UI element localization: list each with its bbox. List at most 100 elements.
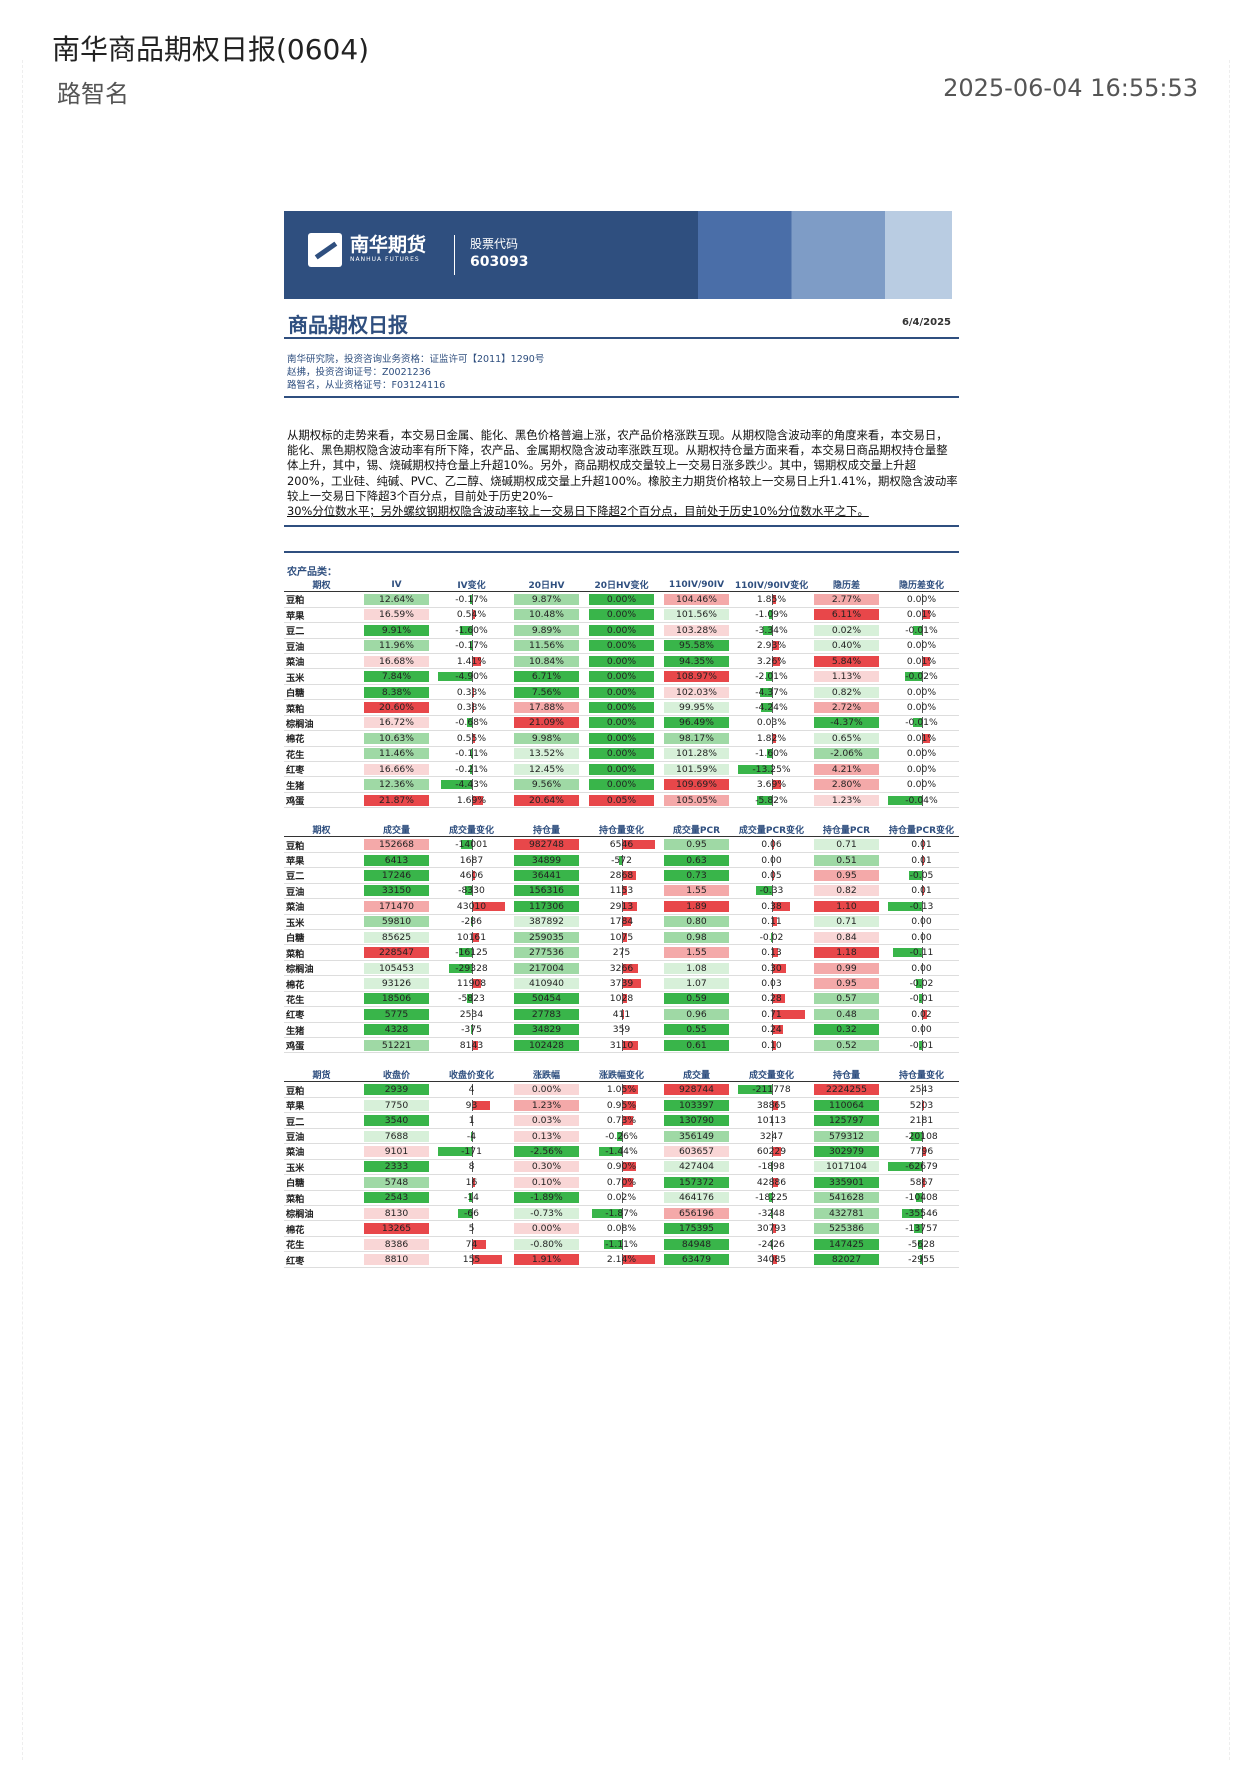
bar-cell: 0.73% xyxy=(588,1115,656,1127)
bar-value: 0.90% xyxy=(606,1161,637,1173)
bar-value: 1 xyxy=(468,1115,475,1127)
table-cell: 656196 xyxy=(659,1205,734,1222)
bar-cell: -2.01% xyxy=(738,671,806,683)
table-cell: 427404 xyxy=(659,1159,734,1176)
bar-cell: -286 xyxy=(438,916,506,928)
table-row: 菜油 16.68% 1.41% 10.84% 0.00% 94.35% 3.26% 5.84%… xyxy=(284,653,959,670)
bar-value: 2181 xyxy=(909,1115,934,1127)
row-name: 红枣 xyxy=(284,1251,359,1268)
table-cell: 0.02% xyxy=(584,1190,659,1206)
table-cell: 0.06 xyxy=(734,836,809,853)
heat-value: 0.05% xyxy=(589,794,654,806)
heat-value: 0.32 xyxy=(814,1024,879,1036)
column-header: 期权 xyxy=(284,823,359,838)
bar-axis xyxy=(921,794,923,806)
bar-axis xyxy=(471,885,473,897)
table-cell: 359 xyxy=(584,1022,659,1039)
bar-value: 155 xyxy=(462,1254,481,1265)
heat-value: 17.88% xyxy=(514,702,579,713)
data-bar xyxy=(771,1100,778,1110)
bar-axis xyxy=(771,1115,773,1127)
table-cell: -0.21% xyxy=(434,761,509,778)
row-name: 菜油 xyxy=(284,653,359,670)
heat-value: 525386 xyxy=(814,1223,879,1235)
data-bar xyxy=(592,1208,622,1218)
table-cell: -2955 xyxy=(884,1251,959,1268)
bar-axis xyxy=(471,794,473,806)
table-cell: 10.48% xyxy=(509,607,584,624)
bar-value: -0.01 xyxy=(909,993,934,1005)
bar-axis xyxy=(471,1238,473,1250)
table-cell: 16.59% xyxy=(359,607,434,624)
publish-time: 2025-06-04 16:55:53 xyxy=(943,74,1198,102)
bar-cell: 2543 xyxy=(888,1084,956,1096)
table-cell: 1.85% xyxy=(734,591,809,608)
table-cell: 102428 xyxy=(509,1037,584,1054)
table-cell: 0.13% xyxy=(509,1128,584,1145)
table-cell: 0.01% xyxy=(884,730,959,747)
table-cell: -0.11% xyxy=(434,746,509,763)
bar-value: 0.55% xyxy=(456,732,487,744)
bar-axis xyxy=(771,1192,773,1204)
bar-value: 1.85% xyxy=(756,593,787,605)
data-bar xyxy=(771,1255,777,1264)
table-row: 玉米 7.84% -4.90% 6.71% 0.00% 108.97% -2.01% 1.13… xyxy=(284,668,959,685)
bar-cell: 74 xyxy=(438,1238,506,1250)
table-row: 白糖 85625 10161 259035 1075 0.98 -0.02 0.84 0.00 xyxy=(284,929,959,946)
bar-cell: -0.17% xyxy=(438,640,506,652)
bar-axis xyxy=(771,593,773,605)
bar-cell: -1898 xyxy=(738,1161,806,1173)
table-cell: 1.23% xyxy=(809,792,884,809)
bar-cell: 42886 xyxy=(738,1176,806,1188)
bar-value: -16125 xyxy=(455,947,488,959)
table-cell: -4.37% xyxy=(809,715,884,732)
bar-cell: -0.17% xyxy=(438,593,506,605)
bar-cell: 0.00 xyxy=(888,916,956,928)
bar-cell: 5 xyxy=(438,1223,506,1235)
table-cell: 0.28 xyxy=(734,991,809,1008)
table-cell: -10408 xyxy=(884,1190,959,1206)
bar-value: 411 xyxy=(612,1008,631,1020)
bar-axis xyxy=(771,962,773,974)
column-header: 成交量 xyxy=(359,823,434,838)
bar-cell: 7796 xyxy=(888,1145,956,1157)
table-cell: -14001 xyxy=(434,836,509,853)
bar-axis xyxy=(921,779,923,791)
bar-cell: -0.01 xyxy=(888,1039,956,1051)
row-name: 棉花 xyxy=(284,1220,359,1237)
bar-value: -375 xyxy=(461,1024,482,1036)
table-cell: 0.82% xyxy=(809,684,884,701)
column-header: 持仓量变化 xyxy=(584,823,659,838)
row-name: 玉米 xyxy=(284,914,359,930)
bar-cell: -35546 xyxy=(888,1207,956,1219)
bar-axis xyxy=(771,1238,773,1250)
heat-value: 96.49% xyxy=(664,717,729,729)
bar-axis xyxy=(471,593,473,605)
bar-cell: -5823 xyxy=(438,993,506,1005)
bar-cell: -0.11% xyxy=(438,748,506,760)
table-cell: -13.25% xyxy=(734,761,809,778)
bar-axis xyxy=(621,978,623,989)
heat-value: 387892 xyxy=(514,916,579,928)
heat-value: 10.84% xyxy=(514,655,579,667)
heat-value: 103.28% xyxy=(664,624,729,636)
bar-axis xyxy=(621,1008,623,1020)
table-cell: 74 xyxy=(434,1236,509,1253)
heat-value: 0.02% xyxy=(814,624,879,636)
table-cell: 96.49% xyxy=(659,715,734,732)
bar-value: 0.30 xyxy=(761,962,782,974)
row-name: 苹果 xyxy=(284,852,359,869)
heat-value: 102428 xyxy=(514,1039,579,1051)
bar-axis xyxy=(921,655,923,667)
bar-cell: -0.33 xyxy=(738,885,806,897)
table-cell: 277536 xyxy=(509,944,584,961)
bar-axis xyxy=(471,779,473,791)
bar-cell: 2.14% xyxy=(588,1254,656,1265)
bar-axis xyxy=(921,1192,923,1204)
table-cell: 0.84 xyxy=(809,929,884,946)
table-cell: 0.00% xyxy=(509,1220,584,1237)
table-cell: 0.00 xyxy=(884,929,959,946)
table-row: 豆二 9.91% -1.60% 9.89% 0.00% 103.28% -3.34% 0.02… xyxy=(284,622,959,639)
bar-cell: 2534 xyxy=(438,1008,506,1020)
bar-axis xyxy=(771,702,773,713)
